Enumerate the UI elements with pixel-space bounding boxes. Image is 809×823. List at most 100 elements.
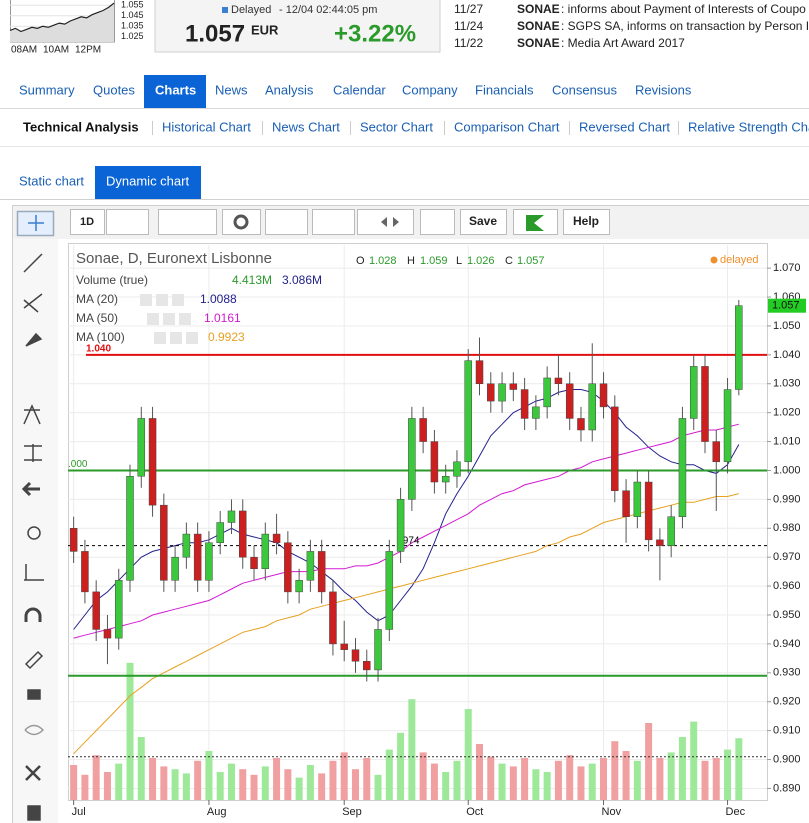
ma-value: 1.0088 — [200, 292, 237, 306]
chart-tab[interactable]: Dynamic chart — [106, 173, 189, 188]
news-source[interactable]: SONAE — [517, 2, 560, 16]
volume-bar — [160, 766, 168, 800]
volume-bar — [509, 766, 517, 800]
volume-bar — [126, 662, 134, 800]
volume-bar — [115, 763, 123, 800]
menu-button[interactable] — [106, 209, 149, 235]
subnav-tab[interactable]: Comparison Chart — [454, 119, 560, 134]
news-source[interactable]: SONAE — [517, 36, 560, 50]
candle-body — [453, 461, 461, 477]
candle-body — [193, 533, 202, 581]
volume-bar — [306, 765, 314, 800]
save-button[interactable] — [460, 209, 507, 235]
candle-body — [227, 510, 236, 523]
lock-tool[interactable] — [27, 689, 41, 700]
ma-legend: MA (20) — [76, 292, 118, 306]
legend-control[interactable] — [172, 294, 184, 306]
nav-tab[interactable]: Revisions — [635, 82, 692, 97]
volume-bar — [182, 773, 190, 800]
volume-bar — [171, 769, 179, 800]
remove-tool[interactable] — [25, 765, 41, 781]
news-text[interactable]: : Media Art Award 2017 — [561, 36, 685, 50]
back-tool[interactable] — [21, 481, 40, 497]
nav-tab[interactable]: Charts — [155, 82, 196, 97]
candle-body — [475, 360, 484, 384]
ohlc-key: L — [456, 255, 462, 267]
zoom-tool[interactable] — [27, 526, 41, 540]
volume-bar — [453, 760, 461, 800]
price-pane: 1.040 .000 .974 1.057 — [68, 298, 806, 755]
y-tick-label: 0.910 — [773, 725, 801, 737]
news-text[interactable]: : SGPS SA, informs on transaction by Per… — [561, 19, 809, 33]
volume-bar — [577, 766, 585, 800]
trash-tool[interactable] — [27, 805, 41, 821]
subnav-tab[interactable]: Technical Analysis — [23, 119, 139, 134]
y-tick-label: 0.890 — [773, 782, 801, 794]
chart-type-button[interactable] — [158, 209, 217, 235]
legend-control[interactable] — [154, 332, 166, 344]
news-source[interactable]: SONAE — [517, 19, 560, 33]
y-tick-label: 1.040 — [773, 349, 801, 361]
ohlc-value: 1.026 — [467, 255, 495, 267]
legend-control[interactable] — [163, 313, 175, 325]
candle-body — [487, 383, 495, 402]
candle-body — [126, 476, 134, 581]
nav-tab[interactable]: Calendar — [333, 82, 386, 97]
candle-body — [317, 551, 326, 593]
nav-tab[interactable]: Company — [402, 82, 458, 97]
volume-bar — [667, 752, 675, 800]
nav-tab[interactable]: Quotes — [93, 82, 135, 97]
nav-tab[interactable]: News — [215, 82, 248, 97]
legend-control[interactable] — [179, 313, 191, 325]
help-button[interactable] — [563, 209, 610, 235]
nav-tab[interactable]: Summary — [19, 82, 75, 97]
legend-control[interactable] — [156, 294, 168, 306]
pencil-tool[interactable] — [24, 650, 44, 670]
subnav-tab[interactable]: Sector Chart — [360, 119, 433, 134]
mini-x-tick-label: 12PM — [75, 45, 101, 56]
pattern-tool[interactable] — [23, 404, 41, 425]
chart-tab[interactable]: Static chart — [19, 173, 84, 188]
mini-area — [10, 3, 114, 42]
legend-control[interactable] — [147, 313, 159, 325]
volume-bar — [284, 769, 292, 800]
volume-bar — [239, 769, 247, 800]
scale-tool[interactable] — [24, 564, 44, 581]
volume-bar — [430, 763, 438, 800]
subnav-tab[interactable]: News Chart — [272, 119, 340, 134]
volume-bar — [487, 756, 495, 800]
subnav-tab[interactable]: Historical Chart — [162, 119, 251, 134]
magnet-tool[interactable] — [24, 607, 42, 622]
mini-y-tick-label: 1.055 — [121, 0, 144, 10]
news-text[interactable]: : informs about Payment of Interests of … — [561, 2, 806, 16]
volume-bar — [340, 752, 348, 800]
candle-body — [374, 629, 382, 671]
brush-tool[interactable] — [25, 332, 43, 347]
compare-button[interactable] — [312, 209, 355, 235]
volume-bar — [92, 755, 100, 800]
legend-control[interactable] — [170, 332, 182, 344]
mini-x-tick-label: 10AM — [43, 45, 69, 56]
candle-body — [689, 366, 698, 419]
indicator-button[interactable] — [265, 209, 308, 235]
period-button[interactable] — [70, 209, 105, 235]
candle-body — [644, 481, 653, 541]
volume-bar — [216, 772, 224, 800]
legend-control[interactable] — [140, 294, 152, 306]
candle-body — [81, 551, 89, 593]
fib-tool[interactable] — [23, 293, 43, 313]
nav-tab[interactable]: Financials — [475, 82, 534, 97]
candle-body — [171, 556, 179, 581]
last-price-label: 1.057 — [772, 300, 800, 312]
subnav-tab[interactable]: Relative Strength Cha — [688, 119, 809, 134]
line-tool[interactable] — [23, 253, 43, 273]
settings-button[interactable] — [222, 209, 261, 235]
nav-tab[interactable]: Analysis — [265, 82, 314, 97]
measure-tool[interactable] — [24, 444, 42, 462]
nav-tab[interactable]: Consensus — [552, 82, 618, 97]
legend-control[interactable] — [186, 332, 198, 344]
fullscreen-button[interactable] — [420, 209, 455, 235]
subnav-tab[interactable]: Reversed Chart — [579, 119, 670, 134]
hide-tool[interactable] — [24, 724, 45, 736]
